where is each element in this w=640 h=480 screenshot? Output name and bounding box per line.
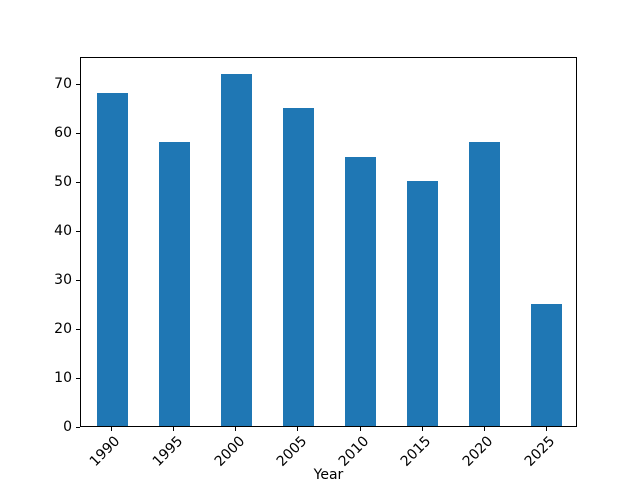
bar-2010 (345, 156, 377, 426)
y-tick-label: 60 (54, 125, 72, 142)
y-tick-label: 50 (54, 174, 72, 191)
x-tick-mark (173, 427, 175, 431)
x-tick-label: 1990 (87, 433, 124, 470)
bars-container (81, 58, 576, 426)
x-tick-mark (235, 427, 237, 431)
y-tick-label: 10 (54, 370, 72, 387)
x-tick-mark (359, 427, 361, 431)
x-tick-mark (297, 427, 299, 431)
plot-area (80, 57, 577, 427)
bar-2025 (531, 303, 563, 426)
y-tick-label: 30 (54, 272, 72, 289)
x-tick-mark (421, 427, 423, 431)
bar-1990 (96, 93, 128, 426)
y-tick-mark (76, 377, 80, 379)
y-tick-mark (76, 230, 80, 232)
y-tick-label: 20 (54, 321, 72, 338)
x-tick-mark (483, 427, 485, 431)
y-tick-label: 0 (63, 419, 72, 435)
bar-2000 (220, 73, 252, 426)
x-tick-label: 2020 (459, 433, 497, 470)
x-tick-label: 2025 (522, 433, 559, 470)
x-tick-label: 2000 (211, 433, 248, 470)
x-tick-label: 2015 (397, 433, 435, 470)
x-tick-label: 1995 (149, 433, 186, 470)
x-tick-mark (111, 427, 113, 431)
y-tick-mark (76, 426, 80, 428)
x-tick-label: 2010 (335, 433, 373, 470)
x-tick-label: 2005 (273, 433, 311, 470)
bar-1995 (158, 142, 190, 426)
y-tick-mark (76, 83, 80, 85)
y-tick-mark (76, 132, 80, 134)
x-axis-label: Year (313, 467, 344, 480)
y-tick-mark (76, 279, 80, 281)
y-tick-mark (76, 181, 80, 183)
bar-2005 (282, 107, 314, 426)
y-tick-label: 40 (54, 223, 72, 240)
y-tick-label: 70 (54, 76, 72, 93)
bar-2015 (407, 181, 439, 426)
y-tick-mark (76, 328, 80, 330)
bar-2020 (469, 142, 501, 426)
x-tick-mark (545, 427, 547, 431)
